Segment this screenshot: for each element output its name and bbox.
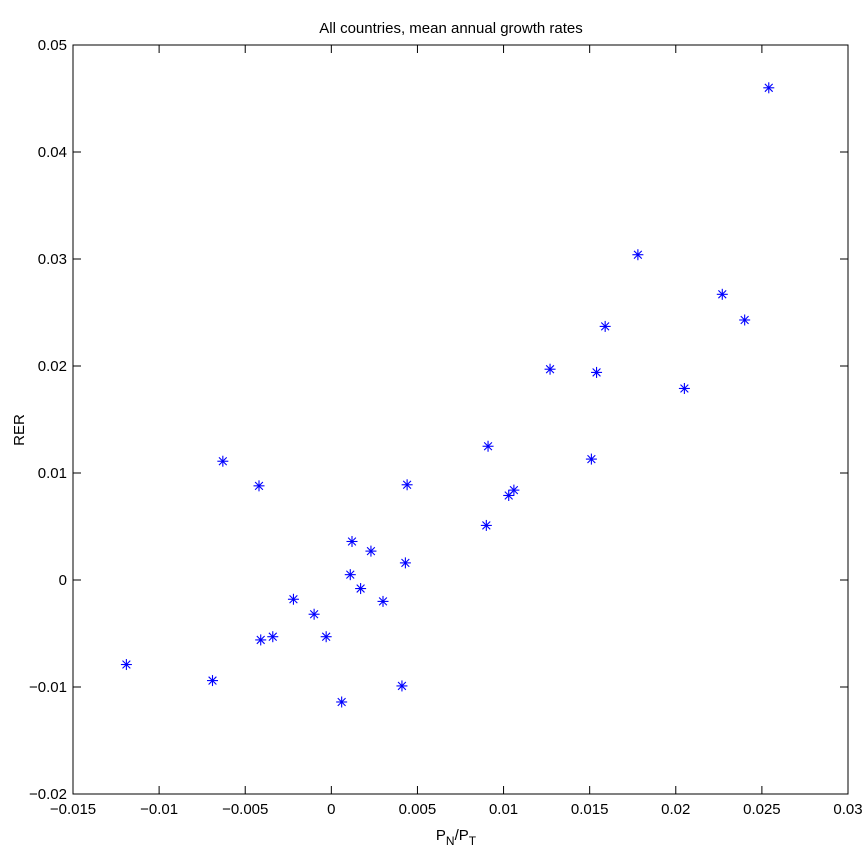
x-tick-label: 0.02 bbox=[661, 801, 690, 818]
data-point bbox=[346, 535, 358, 547]
x-tick-label: 0.01 bbox=[489, 801, 518, 818]
x-tick-label: 0.025 bbox=[743, 801, 781, 818]
data-point bbox=[377, 595, 389, 607]
data-point bbox=[355, 583, 367, 595]
y-tick-label: −0.01 bbox=[29, 679, 67, 696]
y-tick-label: 0.01 bbox=[38, 465, 67, 482]
y-tick-label: 0.03 bbox=[38, 251, 67, 268]
x-axis-ticks: −0.015 −0.01 −0.005 0 0.005 0.01 0.015 0.02 0.02… bbox=[50, 45, 863, 818]
x-label-base: P bbox=[436, 827, 446, 844]
data-point bbox=[599, 320, 611, 332]
y-axis-label: RER bbox=[11, 414, 28, 446]
x-tick-label: 0.015 bbox=[571, 801, 609, 818]
data-point bbox=[287, 593, 299, 605]
plot-frame bbox=[72, 44, 849, 795]
data-point bbox=[632, 249, 644, 261]
data-point bbox=[308, 608, 320, 620]
data-point bbox=[207, 675, 218, 687]
y-tick-label: 0.02 bbox=[38, 358, 67, 375]
x-label-separator: / bbox=[455, 827, 460, 844]
x-tick-label: 0.005 bbox=[399, 801, 437, 818]
y-tick-label: 0.05 bbox=[38, 37, 67, 54]
data-point bbox=[120, 659, 132, 671]
y-tick-label: 0 bbox=[59, 572, 67, 589]
data-point bbox=[253, 480, 265, 492]
data-point bbox=[399, 557, 411, 569]
x-tick-label: −0.015 bbox=[50, 801, 96, 818]
data-point bbox=[678, 382, 690, 394]
data-point bbox=[401, 479, 413, 491]
chart-title: All countries, mean annual growth rates bbox=[319, 20, 582, 37]
data-point bbox=[255, 634, 267, 646]
data-point bbox=[591, 366, 603, 378]
data-point bbox=[739, 314, 751, 326]
data-point bbox=[267, 631, 279, 643]
x-tick-label: −0.005 bbox=[222, 801, 268, 818]
data-point bbox=[344, 569, 356, 581]
x-label-sub-t: T bbox=[469, 834, 477, 848]
y-axis-ticks: −0.02 −0.01 0 0.01 0.02 0.03 0.04 0.05 bbox=[29, 37, 848, 803]
data-point bbox=[585, 453, 597, 465]
x-label-sub-n: N bbox=[446, 834, 455, 848]
x-tick-label: −0.01 bbox=[140, 801, 178, 818]
data-point bbox=[482, 440, 494, 452]
y-tick-label: −0.02 bbox=[29, 786, 67, 803]
y-tick-label: 0.04 bbox=[38, 144, 67, 161]
data-point bbox=[508, 484, 520, 496]
data-point bbox=[763, 82, 775, 94]
data-point bbox=[217, 455, 229, 467]
data-point bbox=[396, 680, 408, 692]
x-label-base2: P bbox=[459, 827, 469, 844]
data-point bbox=[480, 519, 492, 531]
x-tick-label: 0 bbox=[327, 801, 335, 818]
x-axis-label: PN/PT bbox=[436, 827, 477, 848]
data-point bbox=[320, 631, 332, 643]
data-point bbox=[336, 696, 348, 708]
data-point bbox=[365, 545, 377, 557]
data-point bbox=[716, 288, 728, 300]
data-point bbox=[544, 363, 556, 375]
data-points bbox=[120, 82, 775, 708]
x-tick-label: 0.03 bbox=[833, 801, 862, 818]
